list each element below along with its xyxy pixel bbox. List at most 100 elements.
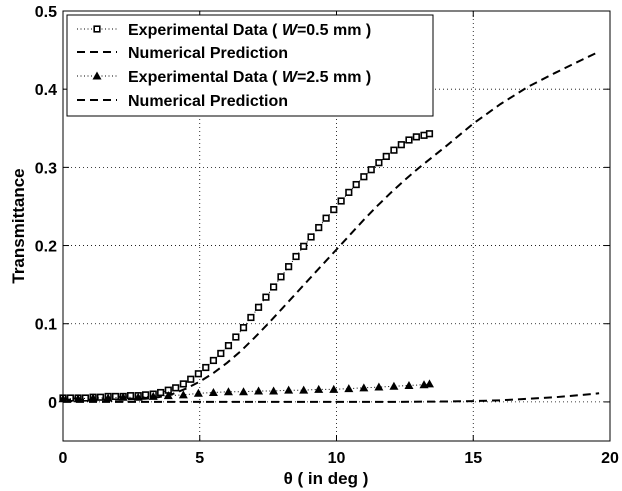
data-point-triangle bbox=[193, 388, 203, 397]
data-point-square bbox=[425, 130, 434, 138]
legend-entry: Numerical Prediction bbox=[77, 45, 288, 62]
legend-entry: Numerical Prediction bbox=[77, 93, 288, 110]
data-point-square bbox=[172, 384, 180, 392]
legend-label: Experimental Data ( W=2.5 mm ) bbox=[128, 69, 371, 86]
legend-label-prefix: Experimental Data ( bbox=[128, 22, 282, 39]
legend-label: Experimental Data ( W=0.5 mm ) bbox=[128, 22, 371, 39]
series-layer bbox=[58, 50, 600, 403]
x-tick-label: 15 bbox=[464, 450, 482, 467]
data-point-square bbox=[111, 392, 120, 401]
y-tick-label: 0.4 bbox=[35, 82, 57, 99]
y-tick-label: 0.5 bbox=[35, 4, 57, 21]
data-point-triangle bbox=[424, 379, 434, 388]
data-point-square bbox=[360, 173, 368, 181]
data-point-square bbox=[262, 293, 270, 301]
data-point-triangle bbox=[314, 384, 324, 393]
data-point-square bbox=[157, 388, 165, 397]
data-point-square bbox=[307, 233, 315, 241]
ticks: 0 5 10 15 20 0 0.1 0.2 0.3 0.4 0.5 bbox=[35, 4, 619, 467]
legend-label-prefix: Experimental Data ( bbox=[128, 69, 282, 86]
data-point-triangle bbox=[374, 382, 384, 391]
x-axis-label: θ ( in deg ) bbox=[284, 469, 369, 488]
y-axis-label: Transmittance bbox=[9, 168, 28, 283]
data-point-triangle bbox=[118, 392, 128, 401]
data-point-square bbox=[292, 252, 300, 261]
legend-label: Numerical Prediction bbox=[128, 45, 288, 62]
data-point-square bbox=[390, 146, 398, 154]
y-tick-label: 0.3 bbox=[35, 160, 57, 177]
legend-entry: Experimental Data ( W=0.5 mm ) bbox=[77, 22, 371, 39]
data-point-triangle bbox=[103, 393, 113, 402]
data-point-triangle bbox=[73, 394, 83, 403]
data-point-square bbox=[330, 205, 338, 214]
data-point-square bbox=[202, 363, 210, 372]
x-tick-label: 20 bbox=[601, 450, 619, 467]
legend-entry: Experimental Data ( W=2.5 mm ) bbox=[77, 69, 371, 86]
legend-label-variable: W bbox=[282, 22, 299, 39]
data-point-square bbox=[412, 133, 420, 141]
y-tick-label: 0.2 bbox=[35, 239, 57, 256]
series-4 bbox=[63, 392, 600, 403]
series-line bbox=[63, 50, 600, 401]
data-point-square bbox=[254, 303, 263, 311]
data-point-square bbox=[277, 273, 285, 281]
data-point-square bbox=[93, 25, 101, 33]
data-point-square bbox=[285, 263, 293, 271]
data-point-square bbox=[315, 223, 323, 232]
data-point-square bbox=[179, 380, 187, 388]
data-point-square bbox=[141, 391, 150, 399]
data-point-triangle bbox=[88, 393, 98, 402]
data-point-square bbox=[224, 342, 233, 350]
data-point-triangle bbox=[359, 383, 369, 392]
data-point-square bbox=[269, 283, 278, 291]
data-point-triangle bbox=[163, 391, 173, 400]
y-tick-label: 0.1 bbox=[35, 317, 57, 334]
data-point-square bbox=[405, 136, 413, 144]
legend-box bbox=[66, 14, 434, 117]
data-point-square bbox=[217, 349, 225, 358]
data-point-square bbox=[322, 214, 330, 222]
data-point-square bbox=[194, 370, 202, 378]
series-2 bbox=[63, 50, 600, 401]
data-point-triangle bbox=[239, 387, 249, 396]
data-point-triangle bbox=[148, 391, 158, 400]
data-point-triangle bbox=[389, 381, 399, 390]
y-tick-label: 0 bbox=[48, 395, 57, 412]
data-point-square bbox=[367, 166, 375, 174]
data-point-triangle bbox=[92, 71, 102, 80]
legend: Experimental Data ( W=0.5 mm ) Numerical … bbox=[66, 14, 434, 117]
data-point-square bbox=[232, 333, 240, 341]
data-point-triangle bbox=[133, 392, 143, 401]
data-point-square bbox=[345, 188, 353, 196]
data-point-square bbox=[337, 197, 345, 205]
data-point-square bbox=[375, 159, 383, 167]
x-tick-label: 5 bbox=[195, 450, 204, 467]
data-point-triangle bbox=[178, 390, 188, 399]
data-point-triangle bbox=[299, 385, 309, 394]
data-point-square bbox=[66, 394, 74, 402]
data-point-triangle bbox=[329, 384, 339, 393]
data-point-square bbox=[397, 141, 405, 149]
data-point-square bbox=[187, 375, 195, 383]
data-point-triangle bbox=[344, 384, 354, 393]
data-point-square bbox=[382, 152, 390, 161]
data-point-triangle bbox=[404, 380, 414, 389]
legend-label: Numerical Prediction bbox=[128, 93, 288, 110]
data-point-square bbox=[126, 392, 135, 400]
data-point-triangle bbox=[269, 386, 279, 395]
data-point-square bbox=[239, 324, 248, 332]
data-point-square bbox=[96, 393, 105, 401]
data-point-square bbox=[352, 180, 360, 189]
series-line bbox=[63, 392, 600, 403]
data-point-triangle bbox=[208, 388, 218, 397]
data-point-triangle bbox=[284, 385, 294, 394]
data-point-square bbox=[300, 242, 308, 250]
x-tick-label: 10 bbox=[328, 450, 346, 467]
x-tick-label: 0 bbox=[59, 450, 68, 467]
data-point-square bbox=[247, 313, 255, 322]
legend-label-suffix: =0.5 mm ) bbox=[297, 22, 371, 39]
data-point-triangle bbox=[223, 387, 233, 396]
data-point-triangle bbox=[254, 386, 264, 395]
legend-label-suffix: =2.5 mm ) bbox=[297, 69, 371, 86]
